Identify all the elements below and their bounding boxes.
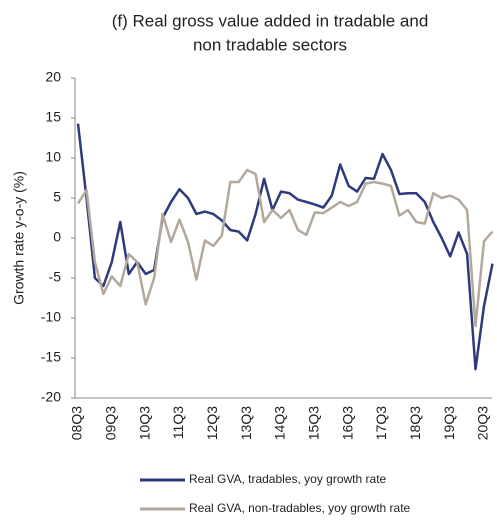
y-tick-label: -5 <box>49 269 62 285</box>
y-tick-label: -10 <box>41 309 61 325</box>
chart-title: non tradable sectors <box>193 35 347 54</box>
x-tick-label: 19Q3 <box>441 406 457 440</box>
series-line <box>76 168 494 328</box>
x-tick-label: 14Q3 <box>272 406 288 440</box>
y-tick-label: 5 <box>53 189 61 205</box>
y-tick-label: 0 <box>53 229 61 245</box>
chart-title: (f) Real gross value added in tradable a… <box>112 11 429 30</box>
x-tick-label: 10Q3 <box>136 406 152 440</box>
x-tick-label: 09Q3 <box>103 406 119 440</box>
x-tick-label: 17Q3 <box>373 406 389 440</box>
series-line <box>76 123 494 371</box>
x-tick-label: 15Q3 <box>306 406 322 440</box>
x-tick-label: 18Q3 <box>407 406 423 440</box>
x-tick-label: 20Q3 <box>475 406 491 440</box>
x-tick-label: 12Q3 <box>204 406 220 440</box>
legend-label: Real GVA, tradables, yoy growth rate <box>189 472 387 486</box>
legend-label: Real GVA, non-tradables, yoy growth rate <box>189 501 411 515</box>
x-tick-label: 08Q3 <box>69 406 85 440</box>
x-tick-label: 13Q3 <box>238 406 254 440</box>
y-tick-label: 15 <box>45 109 61 125</box>
y-tick-label: -20 <box>41 389 61 405</box>
y-axis-label: Growth rate y-o-y (%) <box>11 171 27 305</box>
x-tick-label: 16Q3 <box>339 406 355 440</box>
x-tick-label: 11Q3 <box>170 406 186 439</box>
y-tick-label: -15 <box>41 349 61 365</box>
y-tick-label: 20 <box>45 69 61 85</box>
y-tick-label: 10 <box>45 149 61 165</box>
